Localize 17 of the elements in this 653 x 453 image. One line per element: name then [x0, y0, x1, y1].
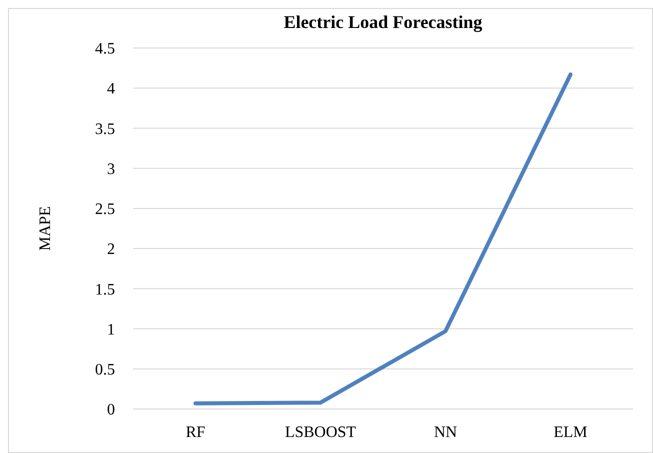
x-tick-label: ELM [554, 424, 588, 441]
y-tick-label: 2 [107, 241, 115, 258]
y-tick-label: 2.5 [95, 201, 115, 218]
x-tick-label: RF [186, 424, 206, 441]
chart-title: Electric Load Forecasting [284, 12, 482, 32]
y-tick-label: 0.5 [95, 361, 115, 378]
x-tick-label: LSBOOST [284, 424, 356, 441]
x-tick-label: NN [434, 424, 458, 441]
y-tick-label: 3.5 [95, 120, 115, 138]
y-tick-label: 0 [107, 402, 115, 419]
y-tick-label: 1 [107, 321, 115, 338]
line-series [194, 72, 572, 406]
y-axis-title: MAPE [37, 206, 54, 251]
y-tick-label: 1.5 [95, 281, 115, 298]
y-tick-label: 4 [107, 80, 115, 98]
y-tick-label: 3 [107, 160, 115, 178]
y-tick-label: 4.5 [95, 40, 115, 58]
